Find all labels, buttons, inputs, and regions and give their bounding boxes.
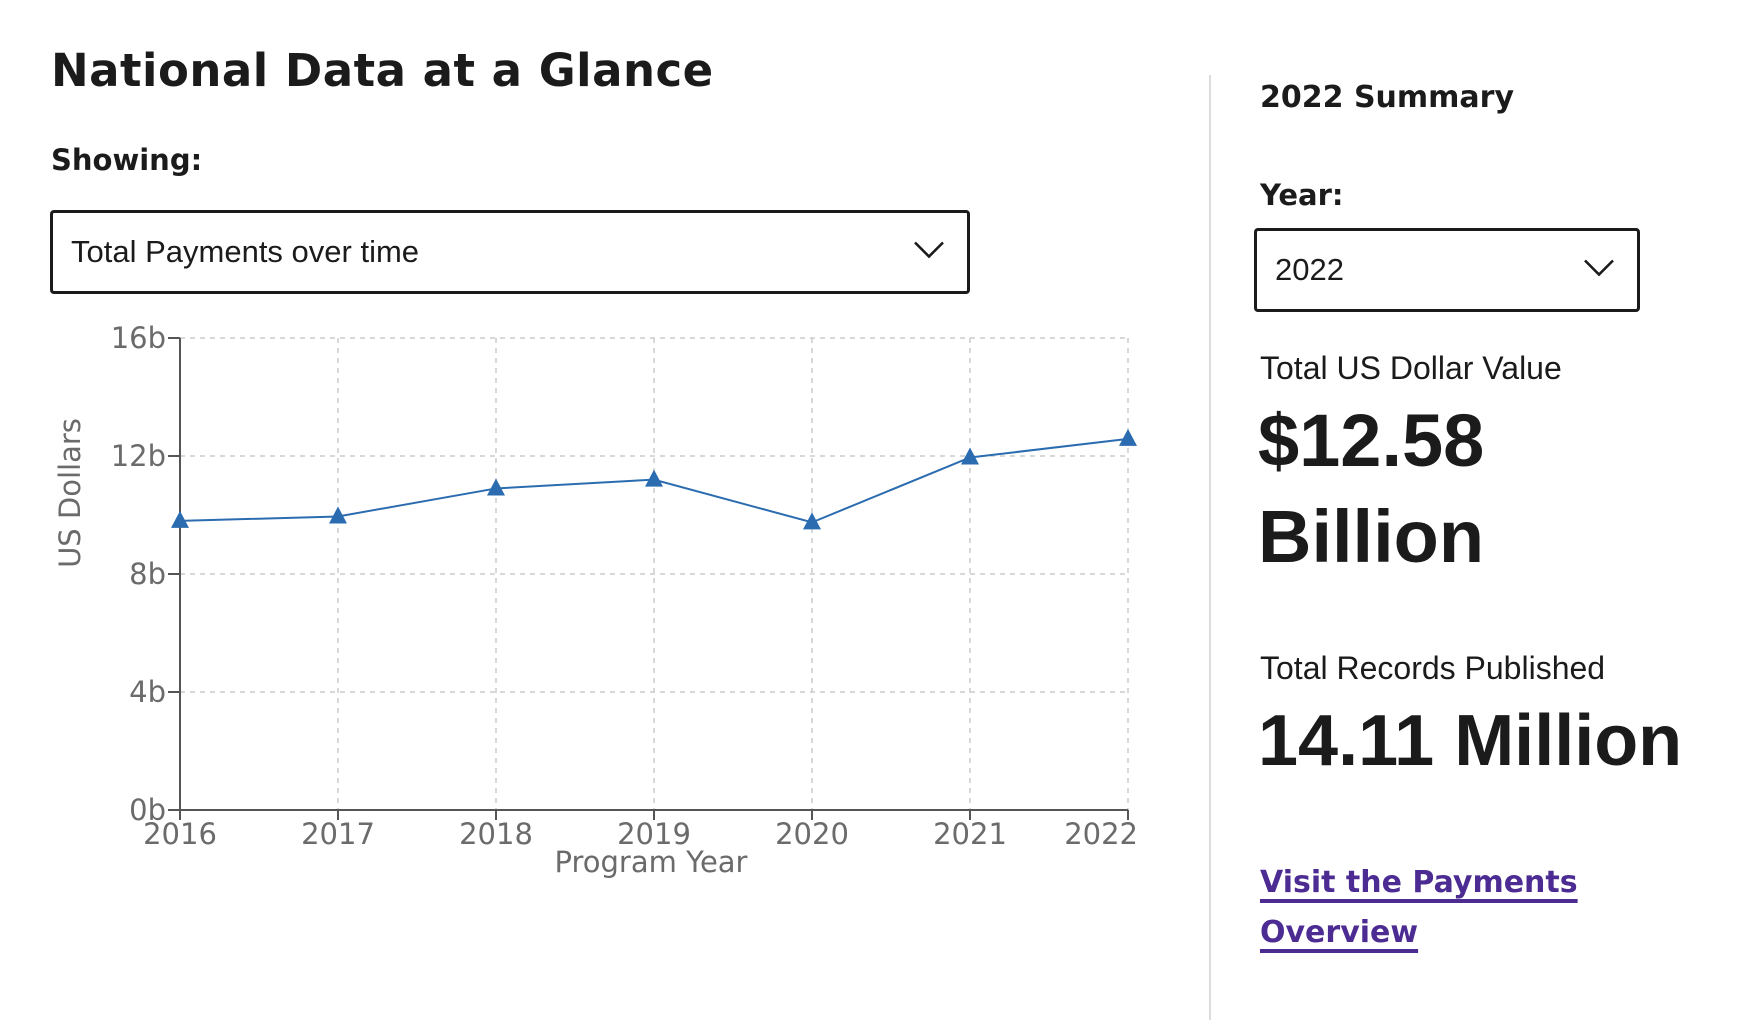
x-tick-label: 2018 <box>459 817 533 851</box>
data-point-2016 <box>171 510 189 528</box>
data-point-2021 <box>961 447 979 465</box>
total-value-label: Total US Dollar Value <box>1260 350 1562 386</box>
data-point-2022 <box>1119 428 1137 446</box>
data-point-2020 <box>803 512 821 530</box>
x-tick-label: 2020 <box>775 817 849 851</box>
x-tick-label: 2021 <box>933 817 1007 851</box>
page-title: National Data at a Glance <box>51 44 714 97</box>
x-axis-title: Program Year <box>555 845 748 879</box>
payments-overview-link[interactable]: Visit the Payments Overview <box>1260 865 1578 950</box>
showing-select[interactable]: Total Payments over time <box>50 210 970 294</box>
records-value: 14.11 Million <box>1258 701 1683 781</box>
total-value-amount: $12.58 <box>1258 399 1485 482</box>
chevron-down-icon <box>1583 258 1615 283</box>
y-axis-title: US Dollars <box>53 418 87 568</box>
payments-line-chart: 0b 4b 8b 12b 16b 2016 2017 2018 2019 2020 2021 2022… <box>53 321 1138 879</box>
summary-title: 2022 Summary <box>1260 80 1515 115</box>
data-point-2019 <box>645 469 663 487</box>
showing-label: Showing: <box>51 143 203 177</box>
showing-select-value: Total Payments over time <box>71 234 420 269</box>
y-tick-label: 4b <box>129 675 166 709</box>
x-tick-label: 2019 <box>617 817 691 851</box>
x-tick-label: 2022 <box>1064 817 1138 851</box>
chart-grid <box>180 337 1129 810</box>
data-point-2018 <box>487 478 505 496</box>
y-tick-label: 8b <box>129 557 166 591</box>
y-tick-label: 12b <box>111 439 166 473</box>
chart-series <box>171 428 1137 530</box>
panel-divider <box>1209 75 1211 1020</box>
y-tick-label: 0b <box>129 793 166 827</box>
total-value-unit: Billion <box>1258 495 1485 578</box>
year-label: Year: <box>1260 178 1344 212</box>
chart-axes <box>168 337 1129 820</box>
year-select-value: 2022 <box>1275 252 1344 287</box>
data-point-2017 <box>329 506 347 524</box>
x-tick-label: 2017 <box>301 817 375 851</box>
x-tick-label: 2016 <box>143 817 217 851</box>
records-label: Total Records Published <box>1260 650 1606 686</box>
year-select[interactable]: 2022 <box>1254 228 1640 312</box>
chevron-down-icon <box>913 240 945 265</box>
chart-tick-labels: 0b 4b 8b 12b 16b 2016 2017 2018 2019 2020 2021 2022 <box>111 321 1138 851</box>
y-tick-label: 16b <box>111 321 166 355</box>
